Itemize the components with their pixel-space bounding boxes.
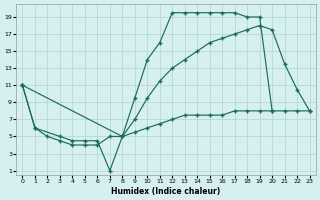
X-axis label: Humidex (Indice chaleur): Humidex (Indice chaleur) <box>111 187 221 196</box>
